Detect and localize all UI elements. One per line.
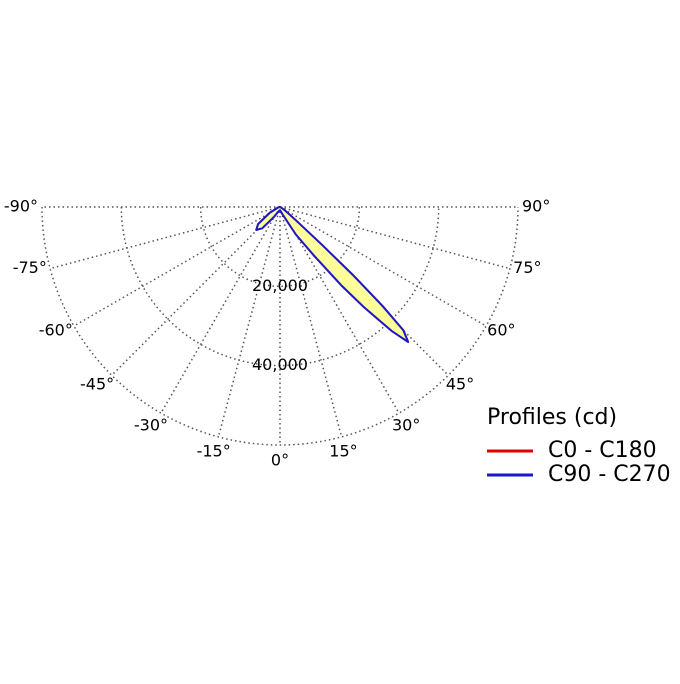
legend-label: C90 - C270 xyxy=(548,462,671,487)
angle-label: 30° xyxy=(392,416,420,435)
angle-label: -75° xyxy=(13,258,47,277)
angle-label: -45° xyxy=(80,374,114,393)
grid-spoke xyxy=(279,206,487,327)
grid-spoke xyxy=(49,206,281,270)
angle-label: -30° xyxy=(134,416,168,435)
angle-label: 75° xyxy=(513,258,541,277)
angle-label: -90° xyxy=(4,197,38,216)
angle-label: 60° xyxy=(487,321,515,340)
grid-spoke xyxy=(279,206,449,376)
legend-title: Profiles (cd) xyxy=(487,405,617,430)
grid-spoke xyxy=(217,206,281,438)
grid-spoke xyxy=(111,206,281,376)
r-tick-label: 40,000 xyxy=(252,355,308,374)
grid-spoke xyxy=(73,206,281,327)
angle-label: 90° xyxy=(522,197,550,216)
grid-ring xyxy=(199,206,361,287)
grid-spoke xyxy=(160,206,281,414)
grid-ring xyxy=(41,206,519,446)
legend-label: C0 - C180 xyxy=(548,438,657,463)
angle-label: -60° xyxy=(39,321,73,340)
angle-label: 0° xyxy=(271,451,289,470)
angle-label: 45° xyxy=(446,374,474,393)
angle-label: 15° xyxy=(329,442,357,461)
grid-spoke xyxy=(279,206,511,270)
grid-spoke xyxy=(279,206,343,438)
angle-label: -15° xyxy=(197,442,231,461)
grid-spoke xyxy=(279,206,400,414)
r-tick-label: 20,000 xyxy=(252,276,308,295)
profile-curve xyxy=(255,206,410,343)
